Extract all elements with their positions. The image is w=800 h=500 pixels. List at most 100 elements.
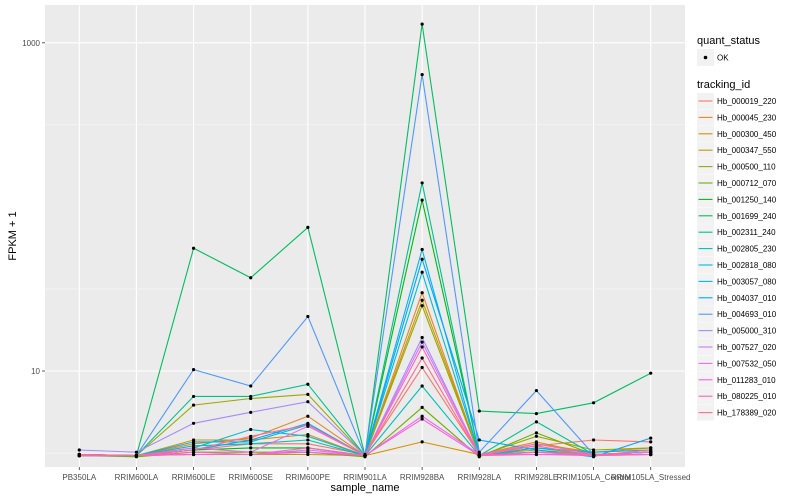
data-points xyxy=(77,22,653,459)
legend-label: Hb_007532_050 xyxy=(717,359,777,368)
legend-label: OK xyxy=(717,54,729,63)
grid-lines xyxy=(45,5,685,467)
data-point-Hb_004693_010 xyxy=(534,388,539,393)
x-tick-label: RRIM600LE xyxy=(172,473,216,482)
data-point-Hb_002311_240 xyxy=(534,420,539,424)
legend-label: Hb_000500_110 xyxy=(717,163,776,172)
data-point-Hb_002818_080 xyxy=(306,434,310,438)
data-point-Hb_000712_070 xyxy=(420,405,424,410)
legend-label: Hb_003057_080 xyxy=(717,277,777,286)
data-point-Hb_002805_230 xyxy=(420,384,424,388)
data-point-Hb_178389_020 xyxy=(306,423,310,427)
data-point-Hb_004037_010 xyxy=(249,438,253,442)
data-point-Hb_000019_220 xyxy=(591,438,596,442)
legend: quant_status OK tracking_id Hb_000019_22… xyxy=(697,35,777,421)
data-point-Hb_007527_020 xyxy=(420,340,424,344)
x-tick-label: RRIM105LA_Stressed xyxy=(611,473,691,482)
x-axis-title: sample_name xyxy=(330,482,399,494)
data-point-Hb_005000_310 xyxy=(77,448,81,452)
data-point-Hb_000500_110 xyxy=(191,403,196,407)
data-point-Hb_000500_110 xyxy=(420,304,424,308)
data-point-Hb_000300_450 xyxy=(420,440,424,444)
legend-label: Hb_080225_010 xyxy=(717,392,777,401)
data-point-Hb_003057_080 xyxy=(191,440,196,444)
legend-quant-status-items: OK xyxy=(697,49,729,66)
legend-label: Hb_002311_240 xyxy=(717,228,776,237)
data-point-Hb_080225_010 xyxy=(191,450,196,454)
data-point-Hb_001250_140 xyxy=(249,446,253,450)
data-point-Hb_178389_020 xyxy=(534,444,539,448)
data-point-Hb_005000_310 xyxy=(420,335,424,340)
data-point-Hb_178389_020 xyxy=(420,356,424,360)
data-point-Hb_011283_010 xyxy=(306,450,310,454)
legend-label: Hb_002818_080 xyxy=(717,261,777,270)
data-point-Hb_011283_010 xyxy=(420,417,424,421)
legend-label: Hb_011283_010 xyxy=(717,376,776,385)
y-tick-label: 10 xyxy=(31,367,40,376)
legend-label: Hb_002805_230 xyxy=(717,245,777,254)
data-point-Hb_003057_080 xyxy=(420,247,424,252)
data-point-Hb_007532_050 xyxy=(420,414,424,418)
data-point-Hb_005000_310 xyxy=(191,421,196,425)
data-point-Hb_080225_010 xyxy=(649,452,653,457)
data-point-Hb_011283_010 xyxy=(191,452,196,457)
data-point-Hb_000019_220 xyxy=(420,365,424,370)
x-tick-label: RRIM928BA xyxy=(400,473,445,482)
legend-label: Hb_005000_310 xyxy=(717,327,777,336)
data-point-Hb_000045_230 xyxy=(420,291,424,295)
data-point-Hb_002311_240 xyxy=(191,394,196,399)
data-point-Hb_000019_220 xyxy=(306,442,310,446)
legend-label: Hb_000712_070 xyxy=(717,179,777,188)
data-point-Hb_178389_020 xyxy=(363,454,367,458)
data-point-Hb_004693_010 xyxy=(477,450,481,454)
y-axis-title: FPKM + 1 xyxy=(7,211,19,260)
data-point-Hb_004693_010 xyxy=(306,314,310,319)
legend-label: Hb_004693_010 xyxy=(717,310,777,319)
data-point-Hb_178389_020 xyxy=(477,454,481,458)
data-point-Hb_001699_240 xyxy=(420,22,424,26)
y-tick-label: 1000 xyxy=(22,39,40,48)
data-point-Hb_000500_110 xyxy=(306,392,310,397)
legend-label: Hb_007527_020 xyxy=(717,343,777,352)
data-point-Hb_000500_110 xyxy=(591,448,596,452)
data-point-Hb_004693_010 xyxy=(249,384,253,388)
data-point-Hb_178389_020 xyxy=(191,448,196,452)
x-tick-label: RRIM600LA xyxy=(115,473,159,482)
data-point-Hb_001699_240 xyxy=(191,246,196,250)
data-point-Hb_001699_240 xyxy=(534,412,539,416)
data-point-Hb_080225_010 xyxy=(420,345,424,349)
data-point-Hb_004037_010 xyxy=(649,436,653,440)
data-point-Hb_080225_010 xyxy=(534,450,539,454)
legend-quant-status-title: quant_status xyxy=(697,35,760,47)
data-point-Hb_002805_230 xyxy=(306,438,310,442)
legend-label: Hb_178389_020 xyxy=(717,409,777,418)
x-tick-label: RRIM901LA xyxy=(343,473,387,482)
legend-label: Hb_000347_550 xyxy=(717,146,777,155)
data-point-Hb_178389_020 xyxy=(649,448,653,452)
legend-tracking-id-items: Hb_000019_220 Hb_000045_230 Hb_000300_450 H… xyxy=(697,93,777,421)
data-point-Hb_001699_240 xyxy=(249,276,253,280)
data-point-Hb_007532_050 xyxy=(249,450,253,454)
legend-label: Hb_000019_220 xyxy=(717,97,777,106)
y-axis-ticks: 10 1000 xyxy=(22,39,45,376)
data-point-Hb_002311_240 xyxy=(249,394,253,399)
data-point-Hb_000045_230 xyxy=(306,414,310,418)
x-tick-label: RRIM928LA xyxy=(457,473,501,482)
data-point-Hb_004037_010 xyxy=(420,257,424,261)
data-point-Hb_178389_020 xyxy=(591,454,596,458)
legend-tracking-id-title: tracking_id xyxy=(697,79,750,91)
x-tick-label: RRIM600PE xyxy=(286,473,330,482)
x-axis-ticks: PB350LA RRIM600LA RRIM600LE RRIM600SE RRIM60… xyxy=(62,467,691,482)
data-point-Hb_004037_010 xyxy=(534,448,539,452)
data-point-Hb_005000_310 xyxy=(134,450,139,454)
data-point-Hb_001250_140 xyxy=(420,198,424,202)
data-point-Hb_004037_010 xyxy=(477,438,481,442)
data-point-Hb_080225_010 xyxy=(249,452,253,457)
data-point-Hb_002311_240 xyxy=(306,382,310,386)
data-point-Hb_178389_020 xyxy=(249,434,253,438)
data-point-Hb_002311_240 xyxy=(420,181,424,185)
data-point-Hb_001699_240 xyxy=(306,225,310,230)
data-point-Hb_004693_010 xyxy=(191,367,196,372)
data-point-Hb_178389_020 xyxy=(134,454,139,458)
